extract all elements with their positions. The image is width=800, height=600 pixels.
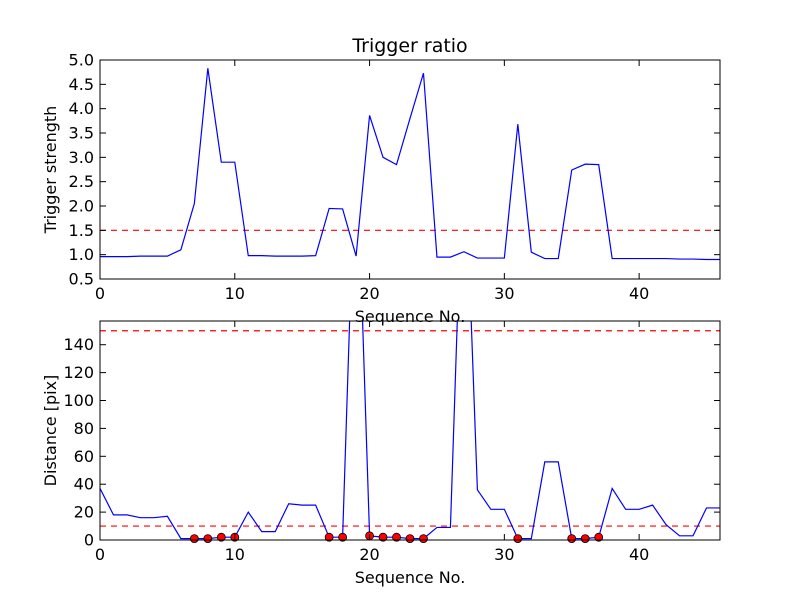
- trigger-ratio-panel: 0 10 20 30 40 0.5 1.0 1.5 2.0 2.5 3.0 3.5 4.0 4.5 5.0 S…: [41, 35, 721, 326]
- distance-marker-point: [216, 532, 226, 542]
- distance-marker-point: [392, 532, 401, 542]
- distance-series-line: [100, 321, 720, 540]
- trigger-y-tick-label: 1.5: [69, 221, 94, 240]
- distance-y-tick-label: 60: [74, 447, 94, 466]
- distance-y-tick-label: 20: [74, 503, 94, 522]
- trigger-chart-title: Trigger ratio: [351, 35, 467, 57]
- distance-x-tick-label: 30: [494, 545, 514, 564]
- trigger-y-tick-label: 3.5: [69, 124, 94, 143]
- distance-marker-point: [405, 534, 415, 544]
- distance-x-tick-label: 20: [359, 545, 379, 564]
- trigger-x-tick-label: 20: [359, 284, 379, 303]
- distance-y-tick-label: 40: [74, 475, 94, 494]
- trigger-y-axis-label: Trigger strength: [41, 106, 60, 235]
- trigger-y-tick-label: 2.5: [69, 172, 94, 191]
- distance-x-tick-label: 10: [225, 545, 245, 564]
- distance-marker-point: [189, 534, 199, 544]
- trigger-y-tick-label: 4.0: [69, 99, 94, 118]
- trigger-y-tick-label: 0.5: [69, 270, 94, 289]
- distance-marker-point: [567, 534, 577, 544]
- trigger-x-tick-label: 0: [95, 284, 105, 303]
- distance-y-tick-label: 120: [63, 363, 94, 382]
- distance-y-tick-label: 100: [63, 391, 94, 410]
- distance-x-axis-label: Sequence No.: [355, 568, 466, 587]
- trigger-x-axis-label: Sequence No.: [355, 307, 466, 326]
- distance-axes-frame: [99, 320, 721, 541]
- distance-x-tick-label: 40: [629, 545, 649, 564]
- distance-x-tick-label: 0: [95, 545, 105, 564]
- trigger-y-tick-label: 1.0: [69, 245, 94, 264]
- trigger-series-line: [100, 68, 720, 261]
- distance-marker-point: [338, 532, 348, 542]
- trigger-x-tick-label: 10: [225, 284, 245, 303]
- distance-marker-point: [580, 534, 590, 544]
- distance-marker-point: [594, 532, 604, 542]
- trigger-y-tick-label: 4.5: [69, 75, 94, 94]
- distance-marker-point: [324, 532, 334, 542]
- distance-panel: 0 10 20 30 40 0 20 40 60 80 100 120 140 Sequence No. D…: [41, 320, 721, 587]
- distance-marker-point: [203, 534, 213, 544]
- trigger-axes-frame: [99, 59, 721, 280]
- distance-y-axis-label: Distance [pix]: [41, 375, 60, 487]
- trigger-x-tick-label: 40: [629, 284, 649, 303]
- distance-marker-point: [378, 532, 388, 542]
- distance-y-tick-label: 80: [74, 419, 94, 438]
- distance-marker-point: [419, 534, 428, 544]
- trigger-x-tick-label: 30: [494, 284, 514, 303]
- distance-y-tick-label: 140: [63, 335, 94, 354]
- trigger-y-tick-label: 2.0: [69, 197, 94, 216]
- distance-y-tick-label: 0: [84, 531, 94, 550]
- trigger-y-tick-label: 5.0: [69, 51, 94, 70]
- distance-marker-point: [513, 534, 523, 544]
- trigger-y-tick-label: 3.0: [69, 148, 94, 167]
